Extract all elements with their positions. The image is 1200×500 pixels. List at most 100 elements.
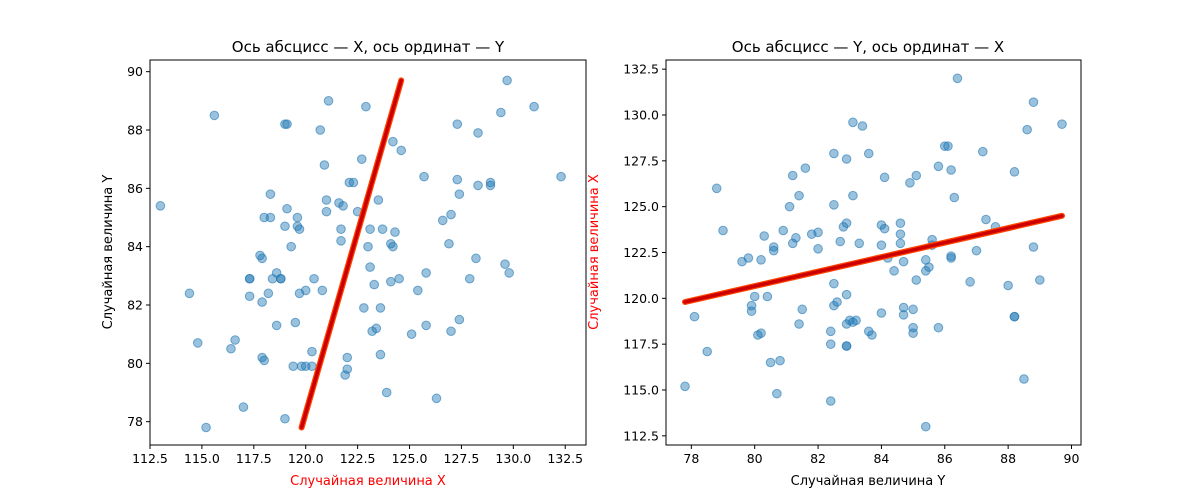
left-data-point — [377, 224, 388, 234]
right-data-point — [977, 146, 988, 157]
right-data-point — [898, 310, 909, 320]
left-data-point — [464, 273, 475, 284]
left-data-point — [338, 201, 348, 211]
left-regression-line — [298, 77, 405, 431]
left-data-point — [315, 125, 326, 135]
left-data-point — [452, 174, 463, 185]
left-x-tick-label: 115.0 — [184, 451, 220, 466]
right-data-point — [920, 266, 931, 276]
right-data-point — [768, 242, 779, 252]
left-data-point — [356, 154, 367, 164]
right-data-point — [946, 251, 956, 261]
right-data-point — [1009, 311, 1020, 322]
left-data-point — [282, 203, 292, 214]
left-data-point — [321, 206, 332, 217]
right-data-point — [743, 253, 754, 263]
left-scatter-points — [155, 75, 566, 433]
right-data-point — [791, 233, 801, 243]
right-data-point — [895, 218, 906, 228]
right-data-point — [898, 256, 909, 267]
right-data-point — [756, 328, 766, 338]
left-data-point — [342, 352, 353, 363]
right-subplot: Ось абсцисс — Y, ось ординат — X Случайн… — [587, 38, 1082, 489]
right-data-point — [908, 304, 918, 315]
left-y-tick-label: 84 — [127, 239, 143, 254]
right-data-point — [1035, 275, 1045, 285]
right-data-point — [1022, 124, 1032, 135]
right-data-point — [841, 218, 852, 228]
right-y-tick-label: 117.5 — [623, 337, 659, 352]
right-data-point — [841, 341, 852, 351]
right-data-point — [841, 289, 852, 300]
left-data-point — [257, 297, 267, 307]
left-data-point — [359, 303, 369, 313]
right-data-point — [841, 154, 852, 164]
left-data-point — [454, 189, 465, 199]
right-data-point — [1009, 167, 1020, 177]
right-data-point — [838, 222, 849, 232]
left-data-point — [431, 393, 442, 404]
left-data-point — [307, 361, 317, 372]
right-data-point — [832, 297, 842, 307]
left-data-point — [396, 145, 407, 156]
left-x-tick-label: 132.5 — [547, 451, 583, 466]
right-x-tick-label: 82 — [810, 451, 826, 466]
right-data-point — [924, 262, 934, 272]
left-data-point — [375, 349, 386, 360]
right-x-tick-label: 78 — [683, 451, 699, 466]
left-data-point — [373, 195, 384, 205]
right-data-point — [946, 165, 956, 175]
left-data-point — [282, 119, 292, 129]
left-x-tick-label: 127.5 — [444, 451, 480, 466]
left-data-point — [288, 361, 299, 372]
left-subplot: Ось абсцисс — X, ось ординат — Y Случайн… — [101, 38, 587, 489]
left-data-point — [348, 177, 359, 188]
right-data-point — [939, 141, 950, 151]
right-data-point — [825, 339, 836, 349]
left-x-tick-label: 122.5 — [340, 451, 376, 466]
left-data-point — [280, 221, 290, 232]
right-data-point — [794, 190, 804, 201]
right-data-point — [765, 357, 776, 368]
right-data-point — [965, 277, 975, 287]
right-plot-frame — [665, 59, 1082, 446]
right-data-point — [879, 223, 890, 234]
left-data-point — [556, 171, 566, 182]
right-data-point — [768, 245, 779, 256]
right-data-point — [825, 326, 836, 337]
right-data-point — [829, 278, 839, 289]
right-regression-line — [682, 212, 1065, 305]
left-data-point — [504, 268, 514, 278]
left-data-point — [244, 273, 255, 284]
right-data-point — [797, 304, 808, 315]
right-data-point — [863, 148, 874, 159]
left-data-point — [155, 201, 166, 211]
right-data-point — [775, 355, 785, 366]
left-data-point — [365, 262, 375, 272]
right-data-point — [1019, 374, 1029, 384]
left-data-point — [375, 303, 386, 313]
left-data-point — [406, 329, 417, 339]
right-data-point — [943, 141, 953, 151]
left-y-tick-label: 82 — [127, 298, 143, 313]
left-data-point — [363, 241, 373, 252]
right-data-point — [762, 291, 773, 302]
right-x-tick-label: 88 — [1000, 451, 1016, 466]
left-data-point — [473, 128, 483, 138]
left-data-point — [381, 387, 392, 398]
right-data-point — [835, 236, 846, 247]
left-regression-line-stroke — [299, 78, 403, 430]
left-data-point — [307, 346, 317, 357]
left-data-point — [226, 343, 236, 354]
left-y-tick-label: 90 — [127, 64, 143, 79]
left-data-point — [390, 227, 400, 237]
right-y-tick-label: 125.0 — [623, 199, 659, 214]
left-data-point — [371, 323, 382, 334]
left-y-tick-label: 80 — [127, 356, 143, 371]
right-data-point — [749, 291, 760, 302]
left-data-point — [192, 338, 203, 348]
right-data-point — [746, 306, 757, 316]
left-data-point — [473, 180, 483, 191]
right-data-point — [787, 170, 798, 181]
right-x-tick-label: 80 — [747, 451, 763, 466]
